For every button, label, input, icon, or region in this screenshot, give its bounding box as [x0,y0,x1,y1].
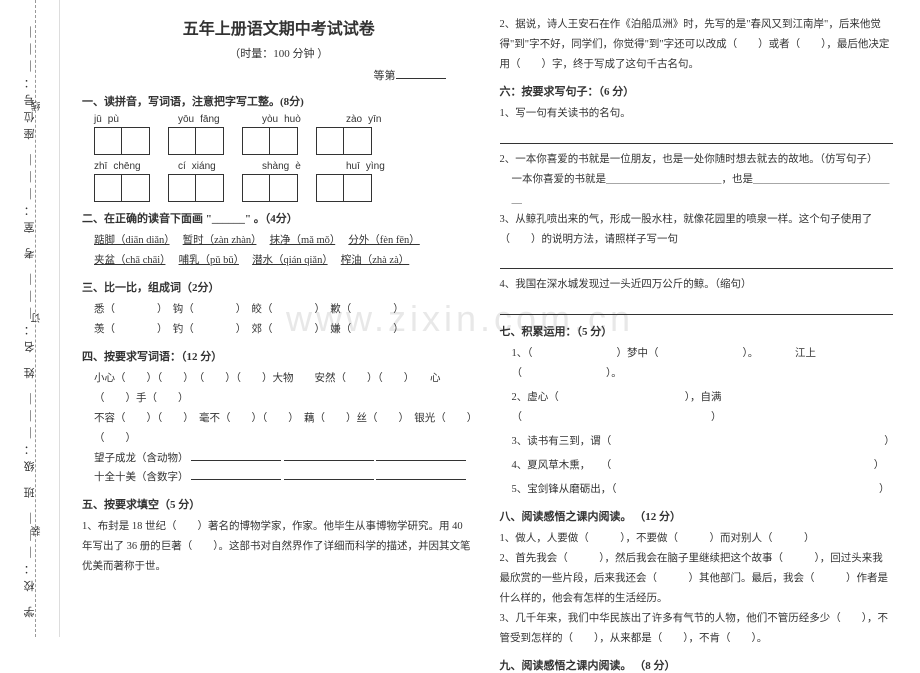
s8-2: 2、首先我会（ ），然后我会在脑子里继续把这个故事（ ），回过头来我最欣赏的一些… [500,549,894,609]
section-4-head: 四、按要求写词语：（12 分） [82,348,476,364]
s7-2: 2、虚心（ ），自满（ ） [500,388,894,428]
section-5-head: 五、按要求填空（5 分） [82,496,476,512]
left-column: 五年上册语文期中考试试卷 （时量：100 分钟 ） 等第 一、读拼音，写词语，注… [70,15,488,622]
s8-1: 1、做人，人要做（ ），不要做（ ）而对别人（ ） [500,529,894,549]
s6-2a: 2、一本你喜爱的书就是一位朋友，也是一处你随时想去就去的故地。（仿写句子） [500,150,894,170]
section-3-head: 三、比一比，组成词（2分） [82,279,476,295]
section-2-head: 二、在正确的读音下面画 "______" 。（4分） [82,210,476,226]
s7-5: 5、宝剑锋从磨砺出，（ ） [500,480,894,500]
page: 学 校：——— 班 级：——— 姓 名：——— 考 室：——— 座位号：——— … [0,0,920,637]
s7-4: 4、夏风草木熏， （ ） [500,456,894,476]
s6-4: 4、我国在深水城发现过一头近四万公斤的鲸。（缩句） [500,275,894,295]
s4-line3: 望子成龙（含动物） [82,449,476,469]
s6-2b: 一本你喜爱的书就是＿＿＿＿＿＿＿＿＿＿＿，也是＿＿＿＿＿＿＿＿＿＿＿＿＿＿ [500,170,894,210]
s7-3: 3、读书有三到，谓（ ） [500,432,894,452]
section-1-head: 一、读拼音，写词语，注意把字写工整。(8分) [82,93,476,109]
r1: 2、据说，诗人王安石在作《泊船瓜洲》时，先写的是"春风又到江南岸"，后来他觉得"… [500,15,894,75]
exam-title: 五年上册语文期中考试试卷 [82,15,476,39]
blank-line [500,255,894,269]
s4-line1: 小心（ ）（ ） （ ）（ ）大物 安然（ ）（ ） 心（ ）手（ ） [82,369,476,409]
s3-line1: 悉（ ） 钩（ ） 皎（ ） 歉（ ） [82,300,476,320]
section-9-head: 九、阅读感悟之课内阅读。 （8 分） [500,657,894,673]
box-row-2 [82,174,476,202]
binding-zhuang: 装 [30,526,45,536]
binding-strip: 学 校：——— 班 级：——— 姓 名：——— 考 室：——— 座位号：——— … [0,0,60,637]
blank-line [500,130,894,144]
pinyin-row-1: jūpù yōufāng yòuhuò zàoyīn [82,114,476,125]
box-row-1 [82,127,476,155]
s7-1: 1、（ ）梦中（ ）。 江上（ ）。 [500,344,894,384]
section-6-head: 六：按要求写句子：（6 分） [500,83,894,99]
s2-line1: 踮脚（diān diǎn） 暂时（zàn zhàn） 抹净（mǎ mǒ） 分外（… [82,231,476,251]
s5-text: 1、布封是 18 世纪（ ）著名的博物学家，作家。他毕生从事博物学研究。用 40… [82,517,476,577]
section-8-head: 八、阅读感悟之课内阅读。 （12 分） [500,508,894,524]
blank-line [500,301,894,315]
s8-3: 3、几千年来，我们中华民族出了许多有气节的人物，他们不管历经多少（ ），不管受到… [500,609,894,649]
pinyin-row-2: zhīchēng cíxiáng shàngè huīyìng [82,161,476,172]
score-line: 等第 [82,67,476,83]
exam-subtitle: （时量：100 分钟 ） [82,45,476,61]
binding-xian: 线 [30,101,45,111]
s2-line2: 夹盆（chā chāi） 哺乳（pǔ bǔ） 潜水（qián qiǎn） 榨油（… [82,251,476,271]
s4-line4: 十全十美（含数字） [82,468,476,488]
s3-line2: 羡（ ） 钓（ ） 郊（ ） 嫌（ ） [82,320,476,340]
section-7-head: 七、积累运用：（5 分） [500,323,894,339]
binding-ding: 订 [30,313,45,323]
right-column: 2、据说，诗人王安石在作《泊船瓜洲》时，先写的是"春风又到江南岸"，后来他觉得"… [488,15,906,622]
s6-1: 1、写一句有关读书的名句。 [500,104,894,124]
s4-line2: 不容（ ）（ ） 毫不（ ）（ ） 藕（ ）丝（ ） 银光（ ）（ ） [82,409,476,449]
s6-3: 3、从鲸孔喷出来的气，形成一股水柱，就像花园里的喷泉一样。这个句子使用了（ ）的… [500,210,894,250]
